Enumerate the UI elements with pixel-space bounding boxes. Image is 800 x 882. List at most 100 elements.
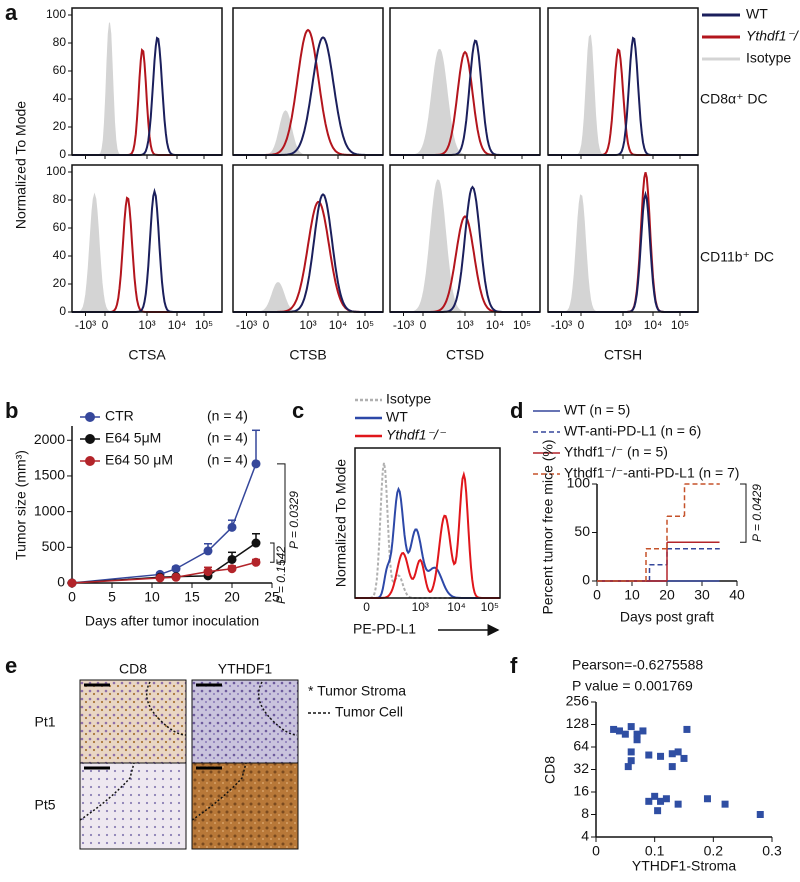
data-point (639, 727, 647, 735)
x-tick-label: 0 (102, 318, 109, 332)
x-axis-label: Days post graft (620, 609, 714, 625)
y-tick-label: 80 (53, 35, 67, 49)
x-tick-label: 5 (108, 589, 116, 605)
y-tick-label: 50 (574, 523, 590, 539)
data-point (633, 730, 641, 738)
plot-frame (354, 447, 501, 599)
legend-marker (85, 456, 95, 466)
y-tick-label: 20 (53, 276, 67, 290)
legend-label: Tumor Cell (335, 704, 403, 720)
ythdf1-curve (72, 48, 222, 156)
x-tick-label: 0 (363, 600, 370, 614)
marker-label: CTSA (128, 347, 166, 363)
panel-label: a (5, 0, 18, 25)
wt-curve (355, 486, 500, 599)
y-tick-label: 60 (53, 220, 67, 234)
x-axis-label: PE-PD-L1 (353, 621, 416, 637)
data-point (721, 800, 729, 808)
isotype-curve (355, 462, 500, 599)
data-point (227, 522, 237, 532)
y-tick-label: 0 (59, 147, 66, 161)
micrograph (79, 679, 187, 767)
data-point (67, 578, 77, 588)
y-tick-label: 40 (53, 91, 67, 105)
data-point (610, 725, 618, 733)
p-value: P = 0.0329 (287, 491, 301, 549)
x-tick-label: 0.2 (704, 843, 724, 859)
isotype-curve (548, 194, 698, 313)
y-tick-label: 256 (566, 693, 590, 709)
x-tick-label: 0 (578, 318, 585, 332)
ythdf1-curve (233, 28, 383, 156)
data-point (251, 459, 261, 469)
x-tick-label: 0 (420, 318, 427, 332)
y-tick-label: 60 (53, 63, 67, 77)
data-point (171, 572, 181, 582)
y-tick-label: 100 (567, 475, 591, 491)
data-point (227, 564, 237, 574)
data-point (668, 750, 676, 758)
row-label: CD11b⁺ DC (700, 249, 774, 265)
data-point (657, 797, 665, 805)
data-point (683, 725, 691, 733)
column-label: YTHDF1 (218, 661, 273, 677)
y-tick-label: 16 (573, 783, 589, 799)
panel-label: f (510, 653, 518, 678)
data-point (645, 797, 653, 805)
y-tick-label: 100 (46, 7, 66, 21)
y-tick-label: 4 (581, 828, 589, 844)
isotype-curve (72, 192, 222, 313)
data-point (627, 723, 635, 731)
legend-label: WT (746, 6, 768, 22)
data-point (645, 751, 653, 759)
x-tick-label: 10³ (299, 318, 316, 332)
legend-label: CTR (105, 408, 134, 424)
y-tick-label: 1500 (34, 467, 65, 483)
tumor-outline (79, 762, 135, 821)
row-label: Pt1 (34, 714, 55, 730)
x-tick-label: 15 (184, 589, 200, 605)
legend-label: WT-anti-PD-L1 (n = 6) (564, 423, 701, 439)
x-tick-label: 0 (263, 318, 270, 332)
micrograph (191, 679, 299, 767)
bracket (277, 463, 286, 563)
ythdf1-curve (548, 48, 698, 156)
y-tick-label: 80 (53, 192, 67, 206)
data-point (251, 557, 261, 567)
series-line (71, 463, 257, 584)
data-point (621, 730, 629, 738)
legend-label: Ythdf1⁻/⁻-anti-PD-L1 (n = 7) (564, 465, 739, 481)
x-tick-label: 0 (592, 843, 600, 859)
data-point (756, 811, 764, 818)
x-tick-label: -10³ (236, 318, 257, 332)
data-point (654, 807, 662, 815)
bracket (740, 483, 747, 543)
data-point (171, 564, 181, 574)
legend-count: (n = 4) (207, 408, 248, 424)
wt-curve (390, 39, 540, 156)
data-point (668, 763, 676, 771)
data-point (627, 748, 635, 756)
data-point (627, 757, 635, 765)
x-tick-label: 10⁴ (486, 318, 505, 332)
x-tick-label: 40 (729, 587, 745, 603)
legend-label: Ythdf1⁻/⁻ (n = 5) (564, 444, 668, 460)
x-tick-label: 25 (264, 589, 280, 605)
y-axis-label: CD8 (542, 756, 558, 784)
legend-label: Isotype (746, 50, 791, 66)
legend-label: Ythdf1⁻/⁻ (746, 28, 800, 44)
y-tick-label: 128 (566, 715, 590, 731)
x-tick-label: 10³ (614, 318, 631, 332)
x-tick-label: -10³ (551, 318, 572, 332)
legend-label: E64 50 μM (105, 452, 173, 468)
x-tick-label: 10⁵ (513, 318, 531, 332)
data-point (674, 800, 682, 808)
x-axis-label: Days after tumor inoculation (85, 613, 259, 629)
data-point (633, 736, 641, 744)
wt-curve (390, 185, 540, 313)
y-tick-label: 0 (59, 304, 66, 318)
row-label: CD8α⁺ DC (700, 91, 768, 107)
data-point (155, 573, 165, 583)
y-tick-label: 8 (581, 805, 589, 821)
data-point (203, 546, 213, 556)
